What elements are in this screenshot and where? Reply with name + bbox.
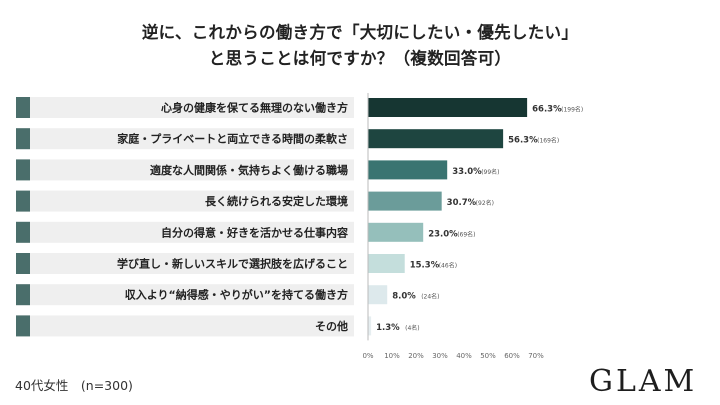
glam-logo: GLAM [589, 364, 698, 399]
row-band [16, 253, 354, 274]
count-label: (46名) [439, 262, 457, 270]
row-marker [16, 190, 30, 212]
x-tick-label: 70% [528, 352, 544, 360]
value-label: 33.0% [452, 167, 482, 177]
category-label: 収入より“納得感・やりがい”を持てる働き方 [125, 288, 348, 302]
x-tick-label: 0% [362, 352, 373, 360]
row-band [16, 97, 354, 118]
row-marker [16, 253, 30, 274]
count-label: (92名) [476, 199, 494, 207]
row-marker [16, 97, 30, 118]
row-band [16, 190, 354, 212]
value-label: 30.7% [447, 198, 477, 208]
category-label: その他 [315, 319, 348, 333]
value-label: 23.0% [428, 229, 458, 239]
value-label: 15.3% [410, 261, 440, 271]
x-tick-label: 10% [384, 352, 400, 360]
category-label: 適度な人間関係・気持ちよく働ける職場 [150, 163, 348, 177]
bar [368, 285, 388, 305]
bar [368, 98, 528, 117]
count-label: (4名) [405, 324, 420, 332]
value-label: 56.3% [508, 136, 538, 146]
count-label: (24名) [421, 293, 439, 301]
value-label: 66.3% [532, 105, 562, 115]
row-band [16, 128, 354, 150]
x-tick-label: 30% [432, 352, 448, 360]
category-label: 学び直し・新しいスキルで選択肢を広げること [117, 257, 348, 271]
count-label: (99名) [481, 168, 499, 176]
bar [368, 254, 405, 273]
chart-title-line-1: 逆に、これからの働き方で「大切にしたい・優先したい」 [141, 23, 579, 42]
value-label: 8.0% [392, 292, 416, 302]
row-marker [16, 315, 30, 337]
row-marker [16, 221, 30, 243]
sample-note: 40代女性 (n=300) [15, 378, 133, 393]
bar [368, 129, 504, 149]
x-tick-label: 40% [456, 352, 472, 360]
x-tick-label: 60% [504, 352, 520, 360]
row-marker [16, 128, 30, 150]
count-label: (69名) [457, 230, 475, 238]
row-band [16, 284, 354, 306]
category-label: 心身の健康を保てる無理のない働き方 [161, 101, 348, 115]
row-marker [16, 284, 30, 306]
x-tick-label: 20% [408, 352, 424, 360]
row-band [16, 159, 354, 181]
category-label: 長く続けられる安定した環境 [205, 194, 348, 208]
x-tick-label: 50% [480, 352, 496, 360]
bar [368, 316, 372, 336]
chart-title-line-2: と思うことは何ですか？（複数回答可） [208, 49, 512, 68]
category-label: 自分の得意・好きを活かせる仕事内容 [161, 225, 348, 239]
bar [368, 160, 448, 180]
row-band [16, 221, 354, 243]
row-marker [16, 159, 30, 181]
bar [368, 222, 424, 242]
count-label: (199名) [561, 106, 583, 114]
value-label: 1.3% [376, 323, 400, 333]
category-label: 家庭・プライベートと両立できる時間の柔軟さ [117, 132, 348, 146]
count-label: (169名) [537, 137, 559, 145]
row-band [16, 315, 354, 337]
bar [368, 191, 442, 211]
